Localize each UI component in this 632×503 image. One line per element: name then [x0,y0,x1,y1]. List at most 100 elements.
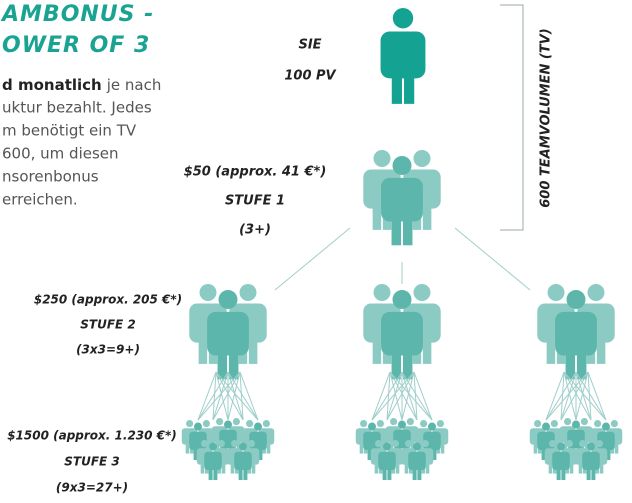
person-leg [405,464,409,474]
person-leg [587,469,591,480]
person-leg [396,464,400,474]
person-head [194,423,202,431]
connector [455,228,530,290]
person-leg [615,444,619,454]
person-leg [201,464,205,474]
person-head [405,440,412,447]
person-head [360,420,367,427]
body-line: erreichen. [2,191,78,209]
person-leg [392,75,402,104]
person-leg [549,464,553,474]
person-leg [375,464,379,474]
person-leg [392,219,402,246]
person-head [393,290,412,309]
person-head [602,423,610,431]
person-head [368,423,376,431]
person-leg [222,464,226,474]
body-line: uktur bezahlt. Jedes [2,99,152,117]
body-line: nsorenbonus [2,168,99,186]
body-line: m benötigt ein TV [2,122,137,140]
person-head [398,421,406,429]
level-label: SIE [298,38,321,53]
person-body [381,31,426,78]
person-head [567,290,586,309]
person-head [240,284,257,301]
heading-line: AMBONUS - [0,2,154,27]
person-leg [403,219,413,246]
person-head [390,418,397,425]
person-head [551,420,558,427]
person-head [413,443,421,451]
person-leg [387,469,391,480]
level-label: STUFE 1 [225,194,285,209]
person-leg [383,469,387,480]
level-label: STUFE 3 [64,455,120,469]
person-leg [426,464,430,474]
person-head [548,284,565,301]
person-leg [570,464,574,474]
person-head [414,284,431,301]
level-label: $1500 (approx. 1.230 €*) [7,429,177,443]
person-leg [239,469,243,480]
person-leg [557,469,561,480]
person-body [408,452,426,470]
person-head [201,440,208,447]
person-head [200,284,217,301]
person-head [564,418,571,425]
person-leg [252,464,256,474]
person-head [374,150,391,167]
person-leg [360,444,364,454]
person-head [407,418,414,425]
person-body [381,178,423,222]
person-head [377,420,384,427]
icons [182,8,623,480]
team-volume-label: 600 TEAMVOLUMEN (TV) [539,28,554,207]
level-label: 100 PV [284,69,336,84]
person-leg [417,469,421,480]
person-body [207,312,249,356]
person-leg [373,206,382,230]
connector [275,228,350,290]
person-leg [561,469,565,480]
level-label: $250 (approx. 205 €*) [34,293,182,307]
person-leg [591,469,595,480]
person-leg [600,464,604,474]
person-leg [249,340,258,364]
level-label: (9x3=27+) [56,481,128,495]
person-head [420,420,427,427]
person-head [534,420,541,427]
person-head [224,421,232,429]
person-head [611,420,618,427]
person-head [231,440,238,447]
person-head [542,423,550,431]
person-leg [373,340,382,364]
person-head [239,443,247,451]
person-head [218,440,225,447]
person-leg [423,206,432,230]
person-leg [534,444,538,454]
person-leg [597,340,606,364]
person-head [263,420,270,427]
person-leg [404,75,414,104]
person-head [572,421,580,429]
person-head [393,156,412,175]
person-head [254,423,262,431]
person-leg [213,469,217,480]
person-head [383,443,391,451]
person-head [375,440,382,447]
person-leg [209,469,213,480]
heading-line: OWER OF 3 [2,33,150,58]
person-head [588,284,605,301]
person-head [186,420,193,427]
person-head [233,418,240,425]
person-head [581,418,588,425]
person-leg [423,340,432,364]
person-body [381,312,423,356]
person-leg [413,469,417,480]
person-leg [267,444,271,454]
level-label: (3x3=9+) [76,343,140,357]
person-head [393,8,413,28]
person-leg [199,340,208,364]
person-head [596,440,603,447]
person-leg [186,444,190,454]
